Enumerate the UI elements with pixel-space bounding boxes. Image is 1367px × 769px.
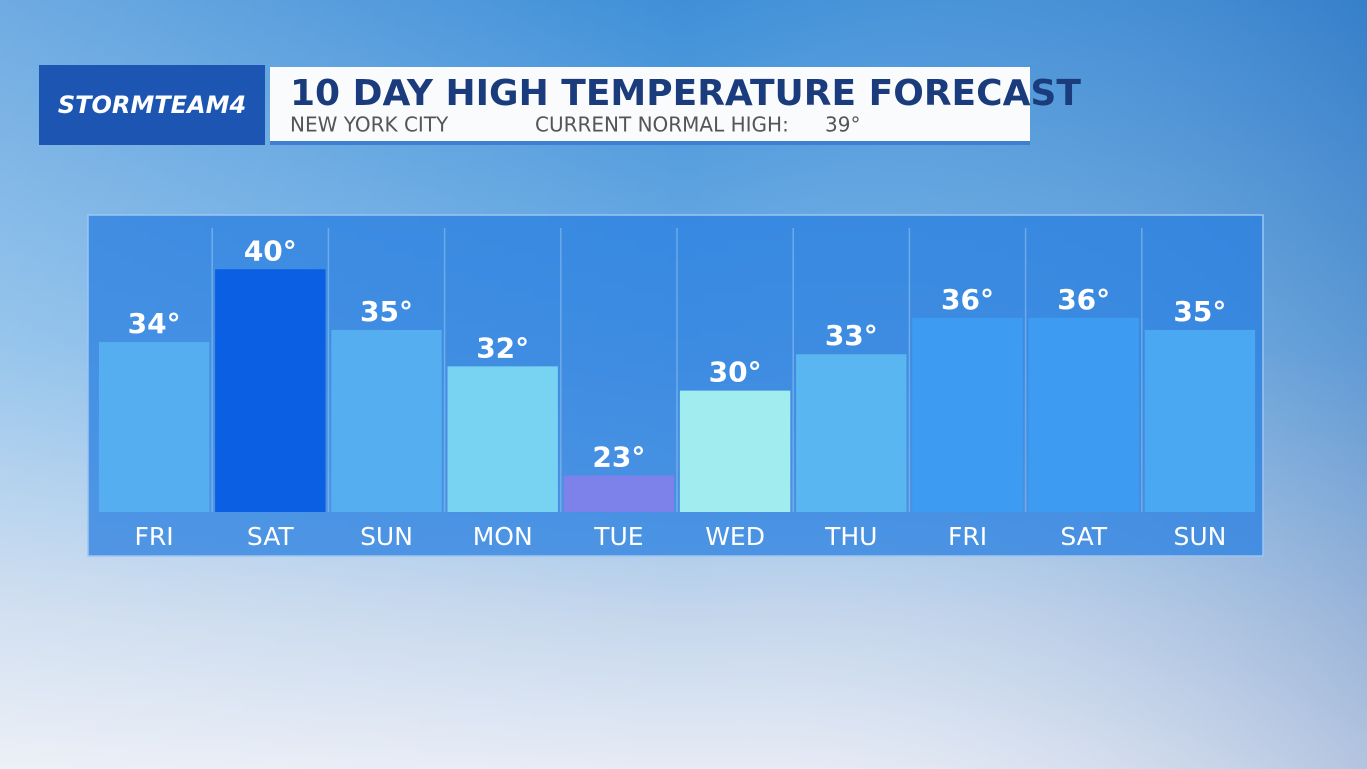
bar xyxy=(1144,329,1256,512)
bar xyxy=(796,354,907,512)
bar xyxy=(679,390,791,512)
brand: STORMTEAM4 xyxy=(58,91,246,119)
bar xyxy=(912,317,1023,512)
x-tick-label: FRI xyxy=(135,522,174,551)
x-tick-label: WED xyxy=(705,522,765,551)
logo-box xyxy=(39,65,265,145)
value-label: 30° xyxy=(709,356,762,389)
value-label: 23° xyxy=(592,441,645,474)
bar xyxy=(331,329,442,512)
value-label: 36° xyxy=(941,283,994,316)
x-tick-label: MON xyxy=(473,522,533,551)
chart-subtitle: NEW YORK CITY xyxy=(290,113,449,137)
x-tick-label: SAT xyxy=(247,522,294,551)
bar xyxy=(215,269,326,512)
title-underline xyxy=(270,141,1030,145)
value-label: 35° xyxy=(360,295,413,328)
normal-high: 39° xyxy=(825,113,860,137)
value-label: 33° xyxy=(825,319,878,352)
bar xyxy=(563,475,675,512)
value-label: 35° xyxy=(1173,295,1226,328)
bar xyxy=(98,342,210,512)
value-label: 36° xyxy=(1057,283,1110,316)
value-label: 34° xyxy=(128,307,181,340)
x-tick-label: SUN xyxy=(1173,522,1226,551)
title-box xyxy=(270,67,1030,145)
x-tick-label: SAT xyxy=(1060,522,1107,551)
bar xyxy=(447,366,558,512)
normal-high-label: CURRENT NORMAL HIGH: xyxy=(535,113,789,137)
value-label: 40° xyxy=(244,234,297,267)
x-tick-label: SUN xyxy=(360,522,413,551)
value-label: 32° xyxy=(476,331,529,364)
x-tick-label: THU xyxy=(824,522,877,551)
x-tick-label: FRI xyxy=(948,522,987,551)
bar xyxy=(1028,317,1139,512)
x-tick-label: TUE xyxy=(593,522,643,551)
chart-title: 10 DAY HIGH TEMPERATURE FORECAST xyxy=(290,73,1081,114)
